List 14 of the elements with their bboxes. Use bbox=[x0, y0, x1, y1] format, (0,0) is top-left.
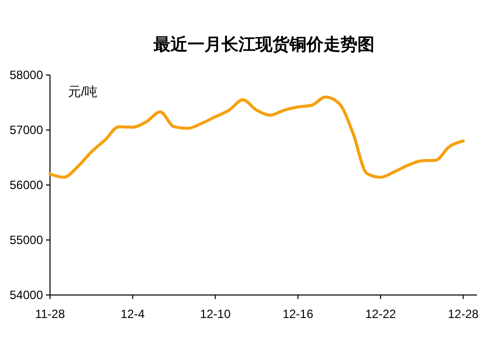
x-tick-label: 12-16 bbox=[282, 307, 314, 321]
y-tick-label: 57000 bbox=[10, 123, 44, 138]
x-tick-label: 12-4 bbox=[120, 307, 145, 321]
y-tick-label: 55000 bbox=[10, 233, 44, 248]
y-axis-title: 元/吨 bbox=[68, 84, 98, 99]
x-tick-label: 12-22 bbox=[365, 307, 396, 321]
chart-title: 最近一月长江现货铜价走势图 bbox=[152, 35, 374, 55]
x-tick-label: 11-28 bbox=[35, 307, 66, 321]
line-series bbox=[48, 96, 465, 179]
x-tick-label: 12-28 bbox=[448, 307, 479, 321]
y-tick-label: 54000 bbox=[10, 288, 44, 302]
y-tick-label: 56000 bbox=[10, 178, 44, 192]
y-tick-label: 58000 bbox=[10, 68, 44, 82]
x-tick-label: 12-10 bbox=[200, 307, 231, 321]
